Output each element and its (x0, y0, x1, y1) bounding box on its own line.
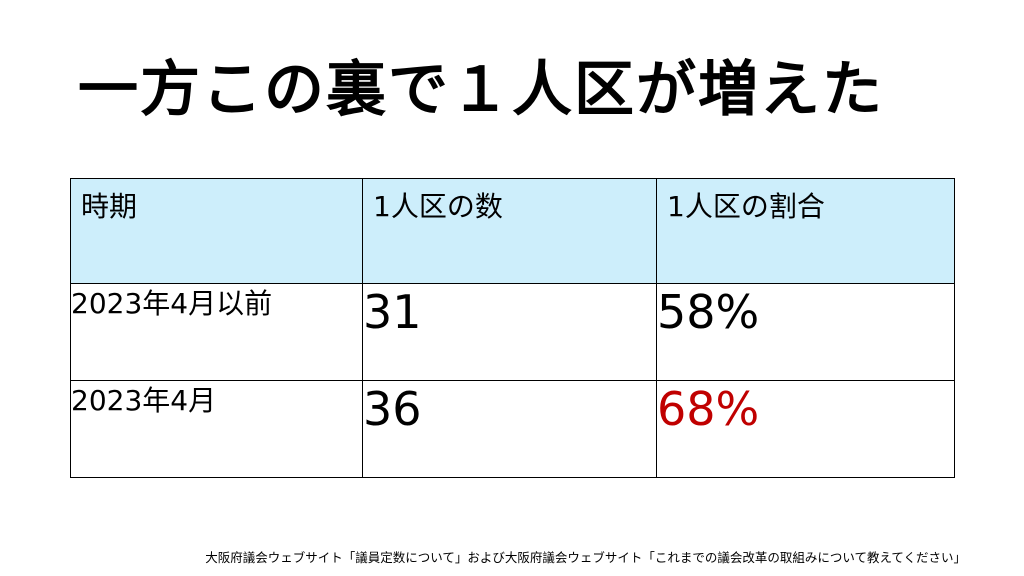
header-count: 1人区の数 (362, 178, 657, 284)
row-count: 31 (362, 283, 657, 381)
header-ratio: 1人区の割合 (656, 178, 955, 284)
source-note: 大阪府議会ウェブサイト「議員定数について」および大阪府議会ウェブサイト「これまで… (205, 550, 966, 565)
single-seat-district-table: 時期 1人区の数 1人区の割合 2023年4月以前 31 58% 2023年4月… (70, 178, 955, 478)
row-count: 36 (362, 380, 657, 478)
page-title: 一方この裏で１人区が増えた (78, 55, 884, 125)
header-period: 時期 (70, 178, 363, 284)
table-row: 2023年4月 36 68% (70, 380, 955, 478)
row-ratio: 58% (656, 283, 955, 381)
row-period: 2023年4月以前 (70, 283, 363, 381)
row-ratio-highlighted: 68% (656, 380, 955, 478)
row-period: 2023年4月 (70, 380, 363, 478)
table-header-row: 時期 1人区の数 1人区の割合 (70, 178, 955, 284)
table-row: 2023年4月以前 31 58% (70, 283, 955, 381)
